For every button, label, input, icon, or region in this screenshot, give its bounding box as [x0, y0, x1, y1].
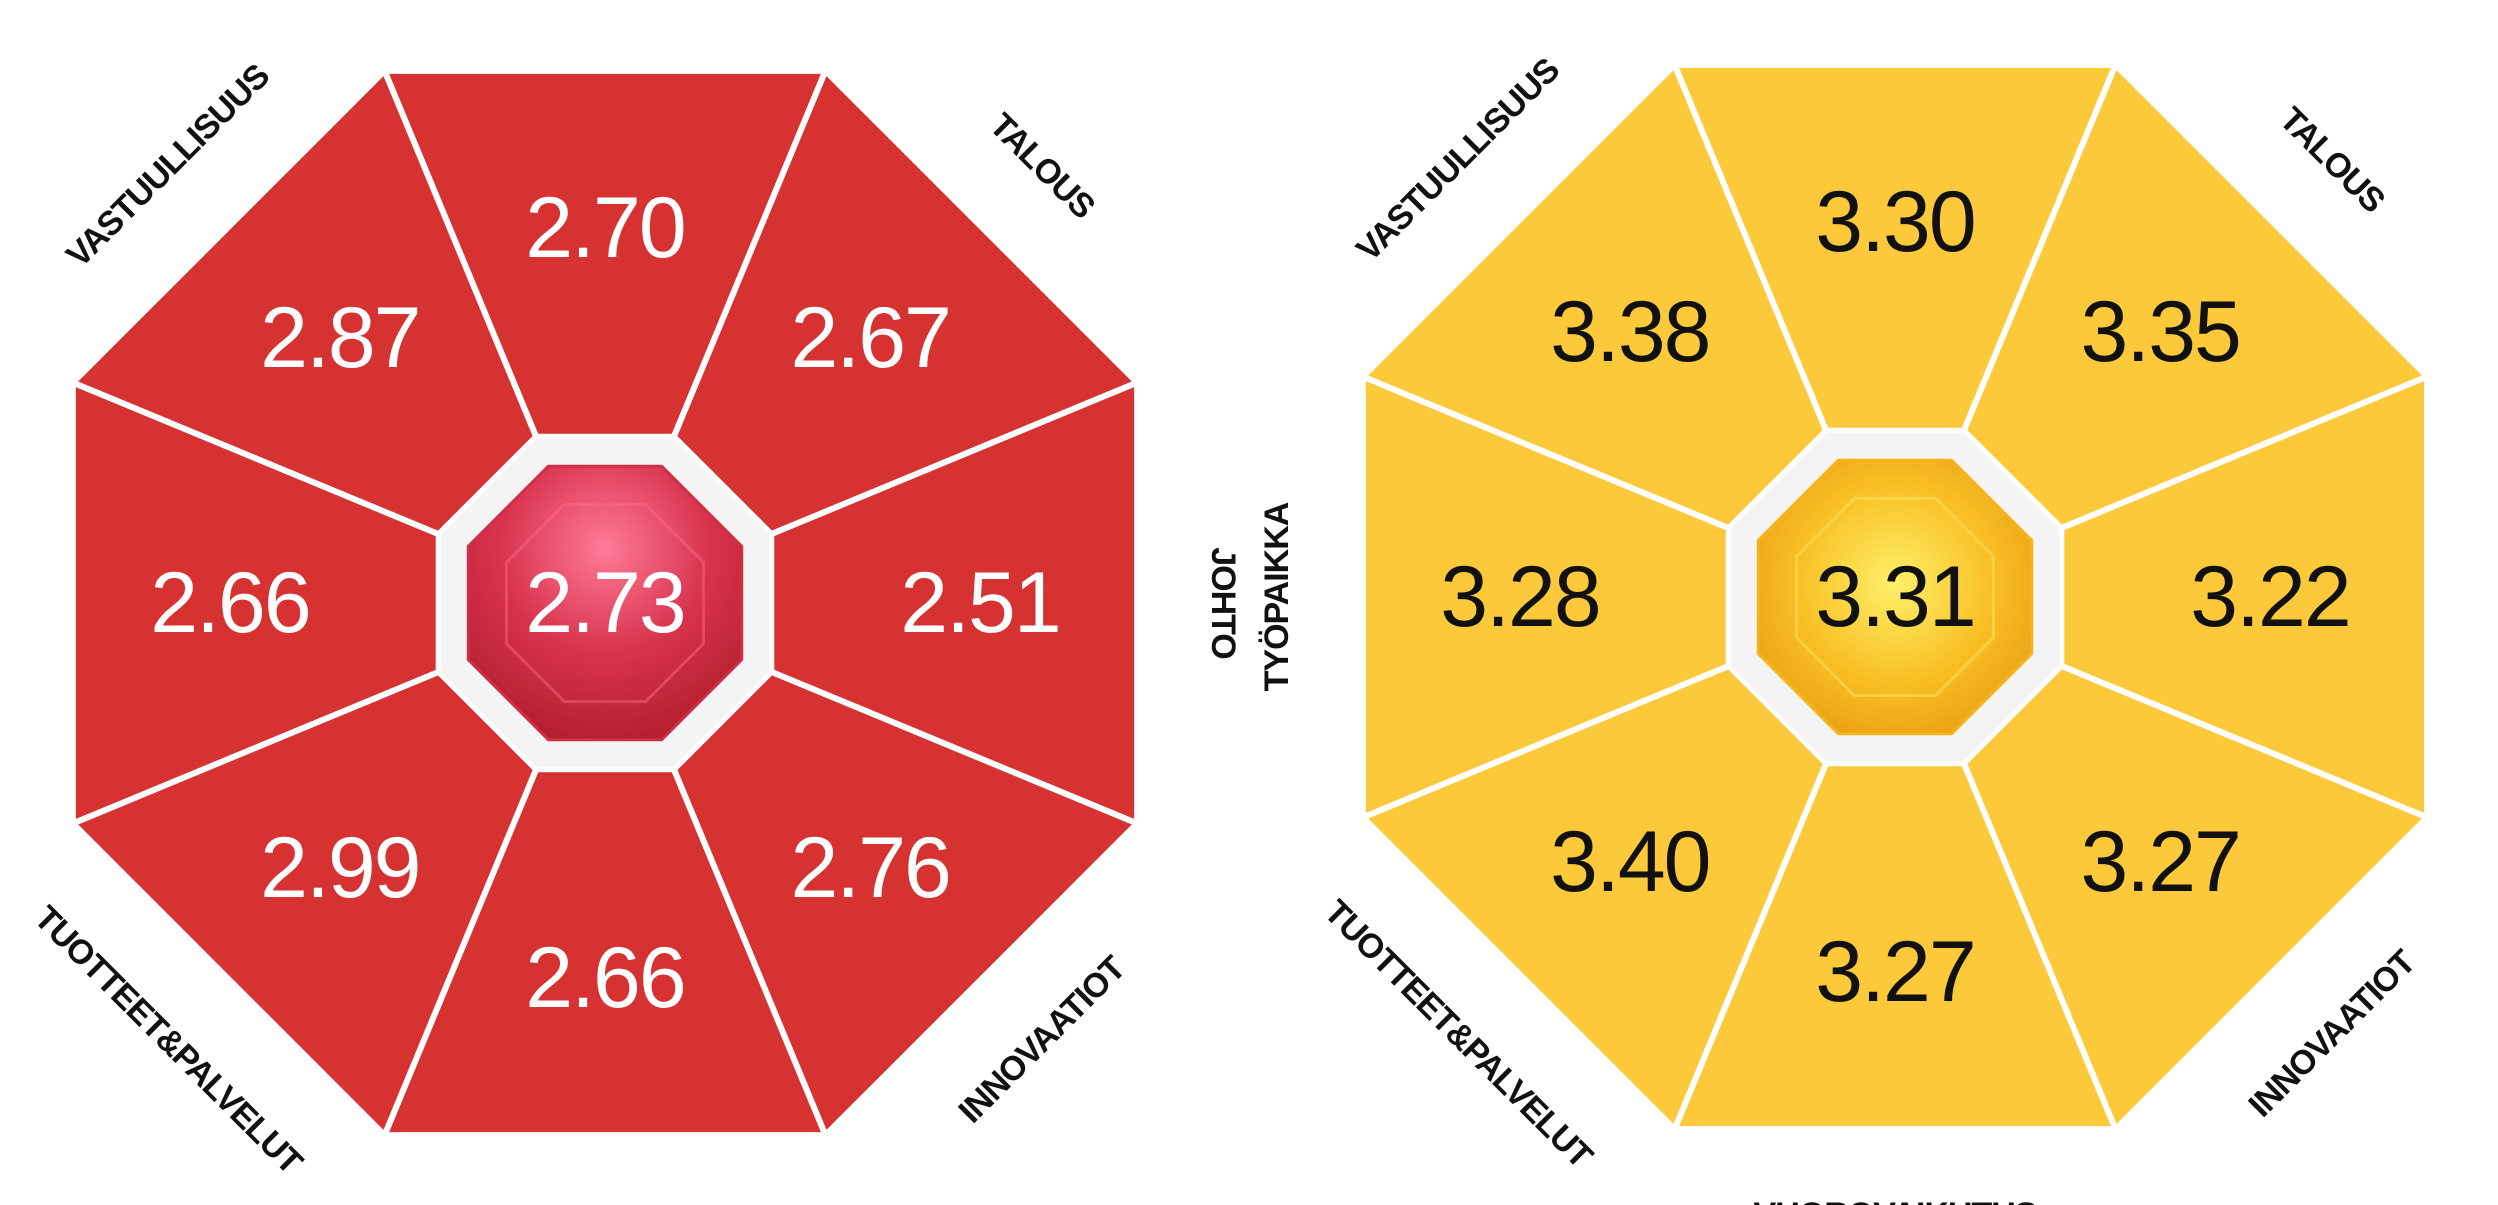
segment-value: 2.76	[790, 820, 949, 916]
segment-value: 3.28	[1440, 549, 1599, 645]
segment-value: 3.40	[1550, 814, 1709, 910]
segment-value: 3.38	[1550, 284, 1709, 380]
segment-label: TALOUS	[2272, 100, 2392, 220]
segment-value: 2.87	[260, 290, 419, 386]
segment-label: JOHTO	[1204, 547, 1242, 659]
segment-label: JOHTO	[2494, 541, 2498, 653]
center-gem	[1756, 458, 2034, 736]
segment-value: 2.51	[900, 555, 1059, 651]
segment-label: TALOUS	[982, 106, 1102, 226]
segment-value: 3.27	[2080, 814, 2239, 910]
segment-value: 2.70	[525, 180, 684, 276]
segment-value: 3.22	[2190, 549, 2349, 645]
center-gem-facet	[505, 503, 705, 703]
segment-value: 3.27	[1815, 924, 1974, 1020]
center-value: 3.31	[1815, 549, 1974, 645]
diagram-red: 2.70HALLINTO2.67TALOUS2.51JOHTO2.76INNOV…	[0, 0, 1242, 1205]
segment-value: 2.67	[790, 290, 949, 386]
segment-value: 3.35	[2080, 284, 2239, 380]
segment-value: 2.66	[525, 930, 684, 1026]
segment-label: VUOROVAIKUTUS	[464, 1202, 747, 1205]
segment-label: TYÖPAIKKA	[0, 508, 6, 697]
center-gem	[466, 464, 744, 742]
segment-label: HALLINTO	[523, 0, 687, 4]
center-gem-facet	[1795, 497, 1995, 697]
segment-value: 3.30	[1815, 174, 1974, 270]
segment-value: 2.99	[260, 820, 419, 916]
segment-value: 2.66	[150, 555, 309, 651]
center-value: 2.73	[525, 555, 684, 651]
segment-label: TYÖPAIKKA	[1258, 502, 1296, 691]
diagram-yellow: 3.30HALLINTO3.35TALOUS3.22JOHTO3.27INNOV…	[1258, 51, 2498, 1205]
segment-label: VUOROVAIKUTUS	[1754, 1196, 2037, 1205]
